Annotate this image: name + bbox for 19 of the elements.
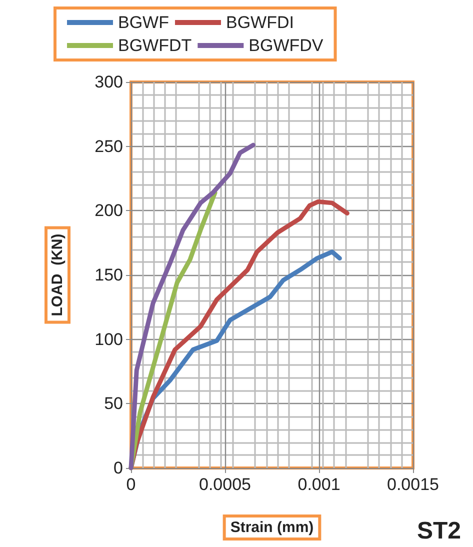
legend-label: BGWFDI [226,13,294,32]
y-tick-label: 100 [94,330,123,349]
y-tick-label: 250 [94,136,123,156]
y-tick-label: 0 [114,458,123,478]
legend-label: BGWFDV [248,36,324,55]
line-series [128,142,256,470]
text: ST2 [416,518,461,544]
x-tick-label: 0.0015 [387,475,439,494]
legend-label: BGWF [118,13,169,32]
y-tick-label: 300 [94,72,123,92]
y-tick-label: 50 [104,394,123,414]
legend-label: BGWFDT [118,36,192,55]
y-tick-label: 200 [94,201,123,220]
x-tick-label: 0.001 [298,475,340,494]
y-axis-title: LOAD (KN) [49,234,66,316]
x-tick-label: 0 [126,475,136,494]
y-tick-label: 150 [94,266,123,284]
x-tick-label: 0.0005 [199,475,251,494]
x-axis-title: Strain (mm) [230,519,314,536]
